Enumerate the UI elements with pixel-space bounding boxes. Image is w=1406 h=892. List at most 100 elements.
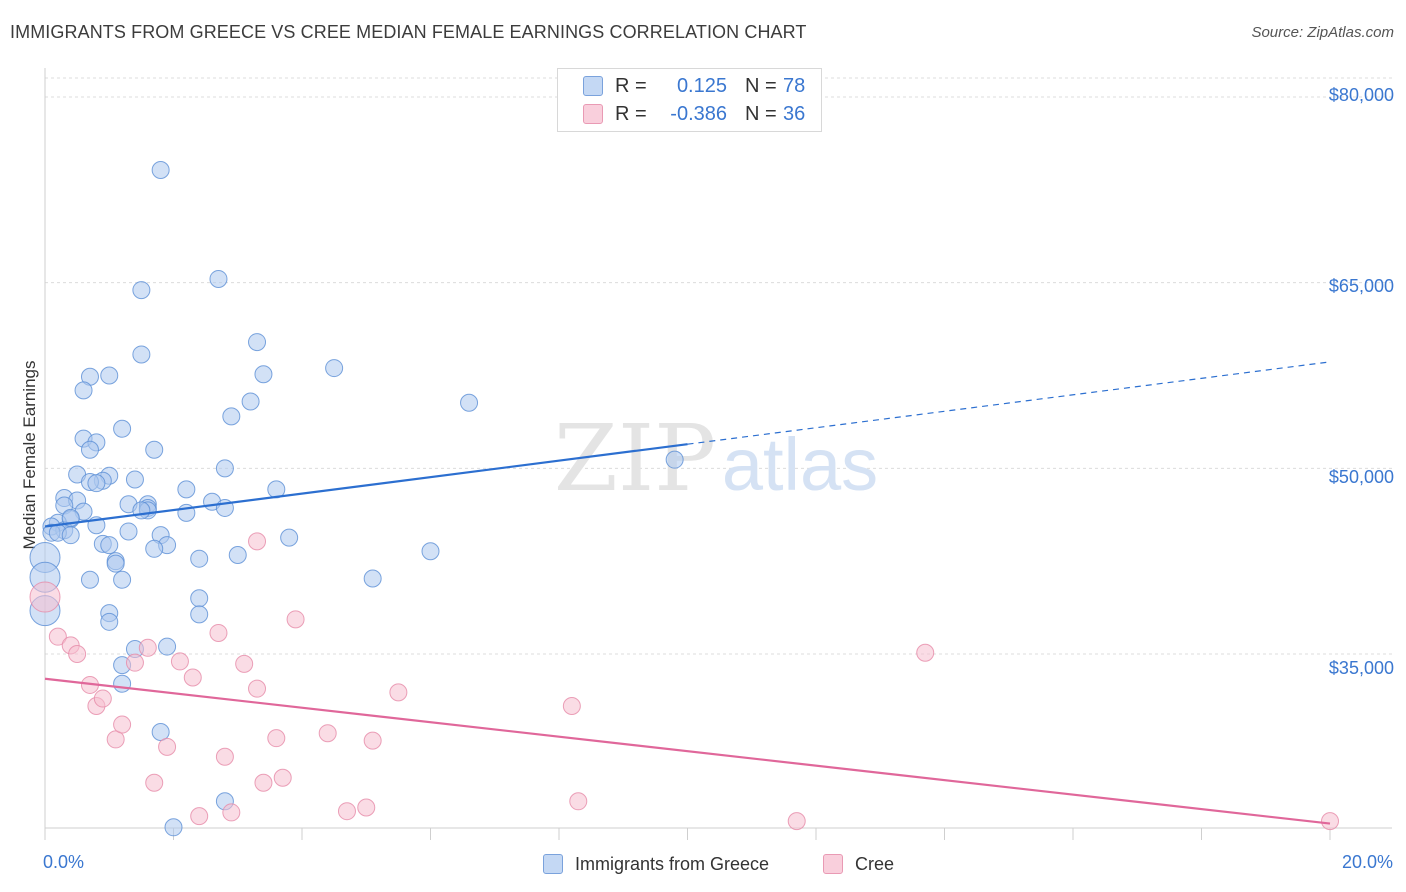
greece-point-65[interactable] [190,605,209,624]
greece-point-50[interactable] [100,536,119,555]
cree-point-29[interactable] [389,683,408,702]
cree-point-6[interactable] [93,689,112,708]
cree-n-value: 36 [783,102,806,125]
cree-point-31[interactable] [569,792,588,811]
greece-point-61[interactable] [80,570,99,589]
cree-point-7[interactable] [106,730,125,749]
legend-item-greece[interactable]: Immigrants from Greece [543,852,769,876]
greece-point-13[interactable] [113,419,132,438]
greece-point-57[interactable] [106,554,125,573]
x-tick-label-min: 0.0% [43,852,85,872]
legend-row-greece: R = 0.125 N = 78 [558,73,805,99]
greece-point-21[interactable] [125,470,144,489]
greece-point-52[interactable] [145,539,164,558]
greece-point-18[interactable] [215,459,234,478]
cree-point-25[interactable] [318,724,337,743]
cree-point-21[interactable] [254,773,273,792]
greece-legend-swatch-icon [543,854,563,874]
greece-point-1[interactable] [209,269,228,288]
cree-point-30[interactable] [562,696,581,715]
cree-point-12[interactable] [158,737,177,756]
cree-point-18[interactable] [222,803,241,822]
greece-point-48[interactable] [280,528,299,547]
watermark: ZIP atlas [554,405,878,512]
greece-point-5[interactable] [325,359,344,378]
greece-point-67[interactable] [100,612,119,631]
greece-point-72[interactable] [665,450,684,469]
greece-point-46[interactable] [119,522,138,541]
cree-point-33[interactable] [916,643,935,662]
chart-title: IMMIGRANTS FROM GREECE VS CREE MEDIAN FE… [10,22,807,42]
cree-point-10[interactable] [138,638,157,657]
cree-r-value: -0.386 [670,102,727,125]
cree-point-9[interactable] [125,653,144,672]
greece-point-45[interactable] [61,526,80,545]
legend-item-cree[interactable]: Cree [823,852,894,876]
watermark-atlas: atlas [722,423,878,506]
greece-trend-line [44,443,688,528]
y-tick-label-65000: $65,000 [1328,276,1394,296]
greece-n-value: 78 [783,74,806,97]
greece-point-62[interactable] [113,570,132,589]
correlation-legend: R = 0.125 N = 78 R = -0.386 N = 36 [557,68,822,132]
cree-point-32[interactable] [787,812,806,831]
cree-point-8[interactable] [113,715,132,734]
cree-point-15[interactable] [190,807,209,826]
x-tick-label-max: 20.0% [1341,852,1393,872]
greece-point-55[interactable] [190,549,209,568]
greece-point-17[interactable] [145,440,164,459]
cree-point-17[interactable] [215,747,234,766]
greece-point-24[interactable] [87,474,106,493]
cree-point-11[interactable] [145,773,164,792]
greece-point-3[interactable] [248,333,267,352]
y-tick-label-50000: $50,000 [1328,467,1394,487]
greece-point-6[interactable] [254,365,273,384]
cree-point-34[interactable] [1321,812,1339,831]
cree-r-label: R = [615,102,647,125]
greece-point-4[interactable] [132,345,151,364]
greece-point-7[interactable] [100,366,119,385]
greece-point-75[interactable] [164,818,183,837]
series-legend: Immigrants from Greece Cree [0,852,1406,878]
greece-point-63[interactable] [190,589,209,608]
greece-point-54[interactable] [228,545,247,564]
cree-point-19[interactable] [235,654,254,673]
cree-point-16[interactable] [209,623,228,642]
cree-point-3[interactable] [68,645,87,663]
greece-point-53[interactable] [421,542,440,561]
cree-point-0[interactable] [29,581,61,613]
cree-swatch-icon [583,104,603,124]
cree-point-14[interactable] [183,668,202,687]
cree-point-23[interactable] [273,768,292,787]
greece-point-10[interactable] [460,393,479,412]
greece-point-69[interactable] [158,637,177,656]
greece-point-9[interactable] [74,381,93,400]
y-tick-label-35000: $35,000 [1328,658,1394,678]
cree-point-13[interactable] [170,652,189,671]
cree-point-28[interactable] [363,731,382,750]
cree-point-27[interactable] [357,798,376,817]
greece-point-12[interactable] [222,407,241,426]
greece-point-2[interactable] [132,281,151,300]
greece-point-60[interactable] [363,569,382,588]
greece-point-77[interactable] [132,501,151,520]
greece-point-16[interactable] [80,440,99,459]
cree-point-35[interactable] [248,532,267,551]
cree-point-26[interactable] [337,802,356,821]
greece-trend-line-projection [687,361,1331,445]
cree-point-20[interactable] [248,679,267,698]
greece-r-value: 0.125 [676,74,727,97]
data-points [29,161,1339,837]
y-tick-label-80000: $80,000 [1328,85,1394,105]
legend-greece-label: Immigrants from Greece [575,853,770,874]
cree-point-24[interactable] [286,610,305,629]
greece-r-label: R = [615,74,647,97]
greece-point-73[interactable] [151,722,170,741]
greece-point-11[interactable] [241,392,260,411]
greece-point-71[interactable] [113,674,132,693]
cree-point-22[interactable] [267,729,286,748]
greece-point-0[interactable] [151,161,170,180]
cree-point-1[interactable] [48,627,67,646]
greece-point-25[interactable] [177,480,196,499]
